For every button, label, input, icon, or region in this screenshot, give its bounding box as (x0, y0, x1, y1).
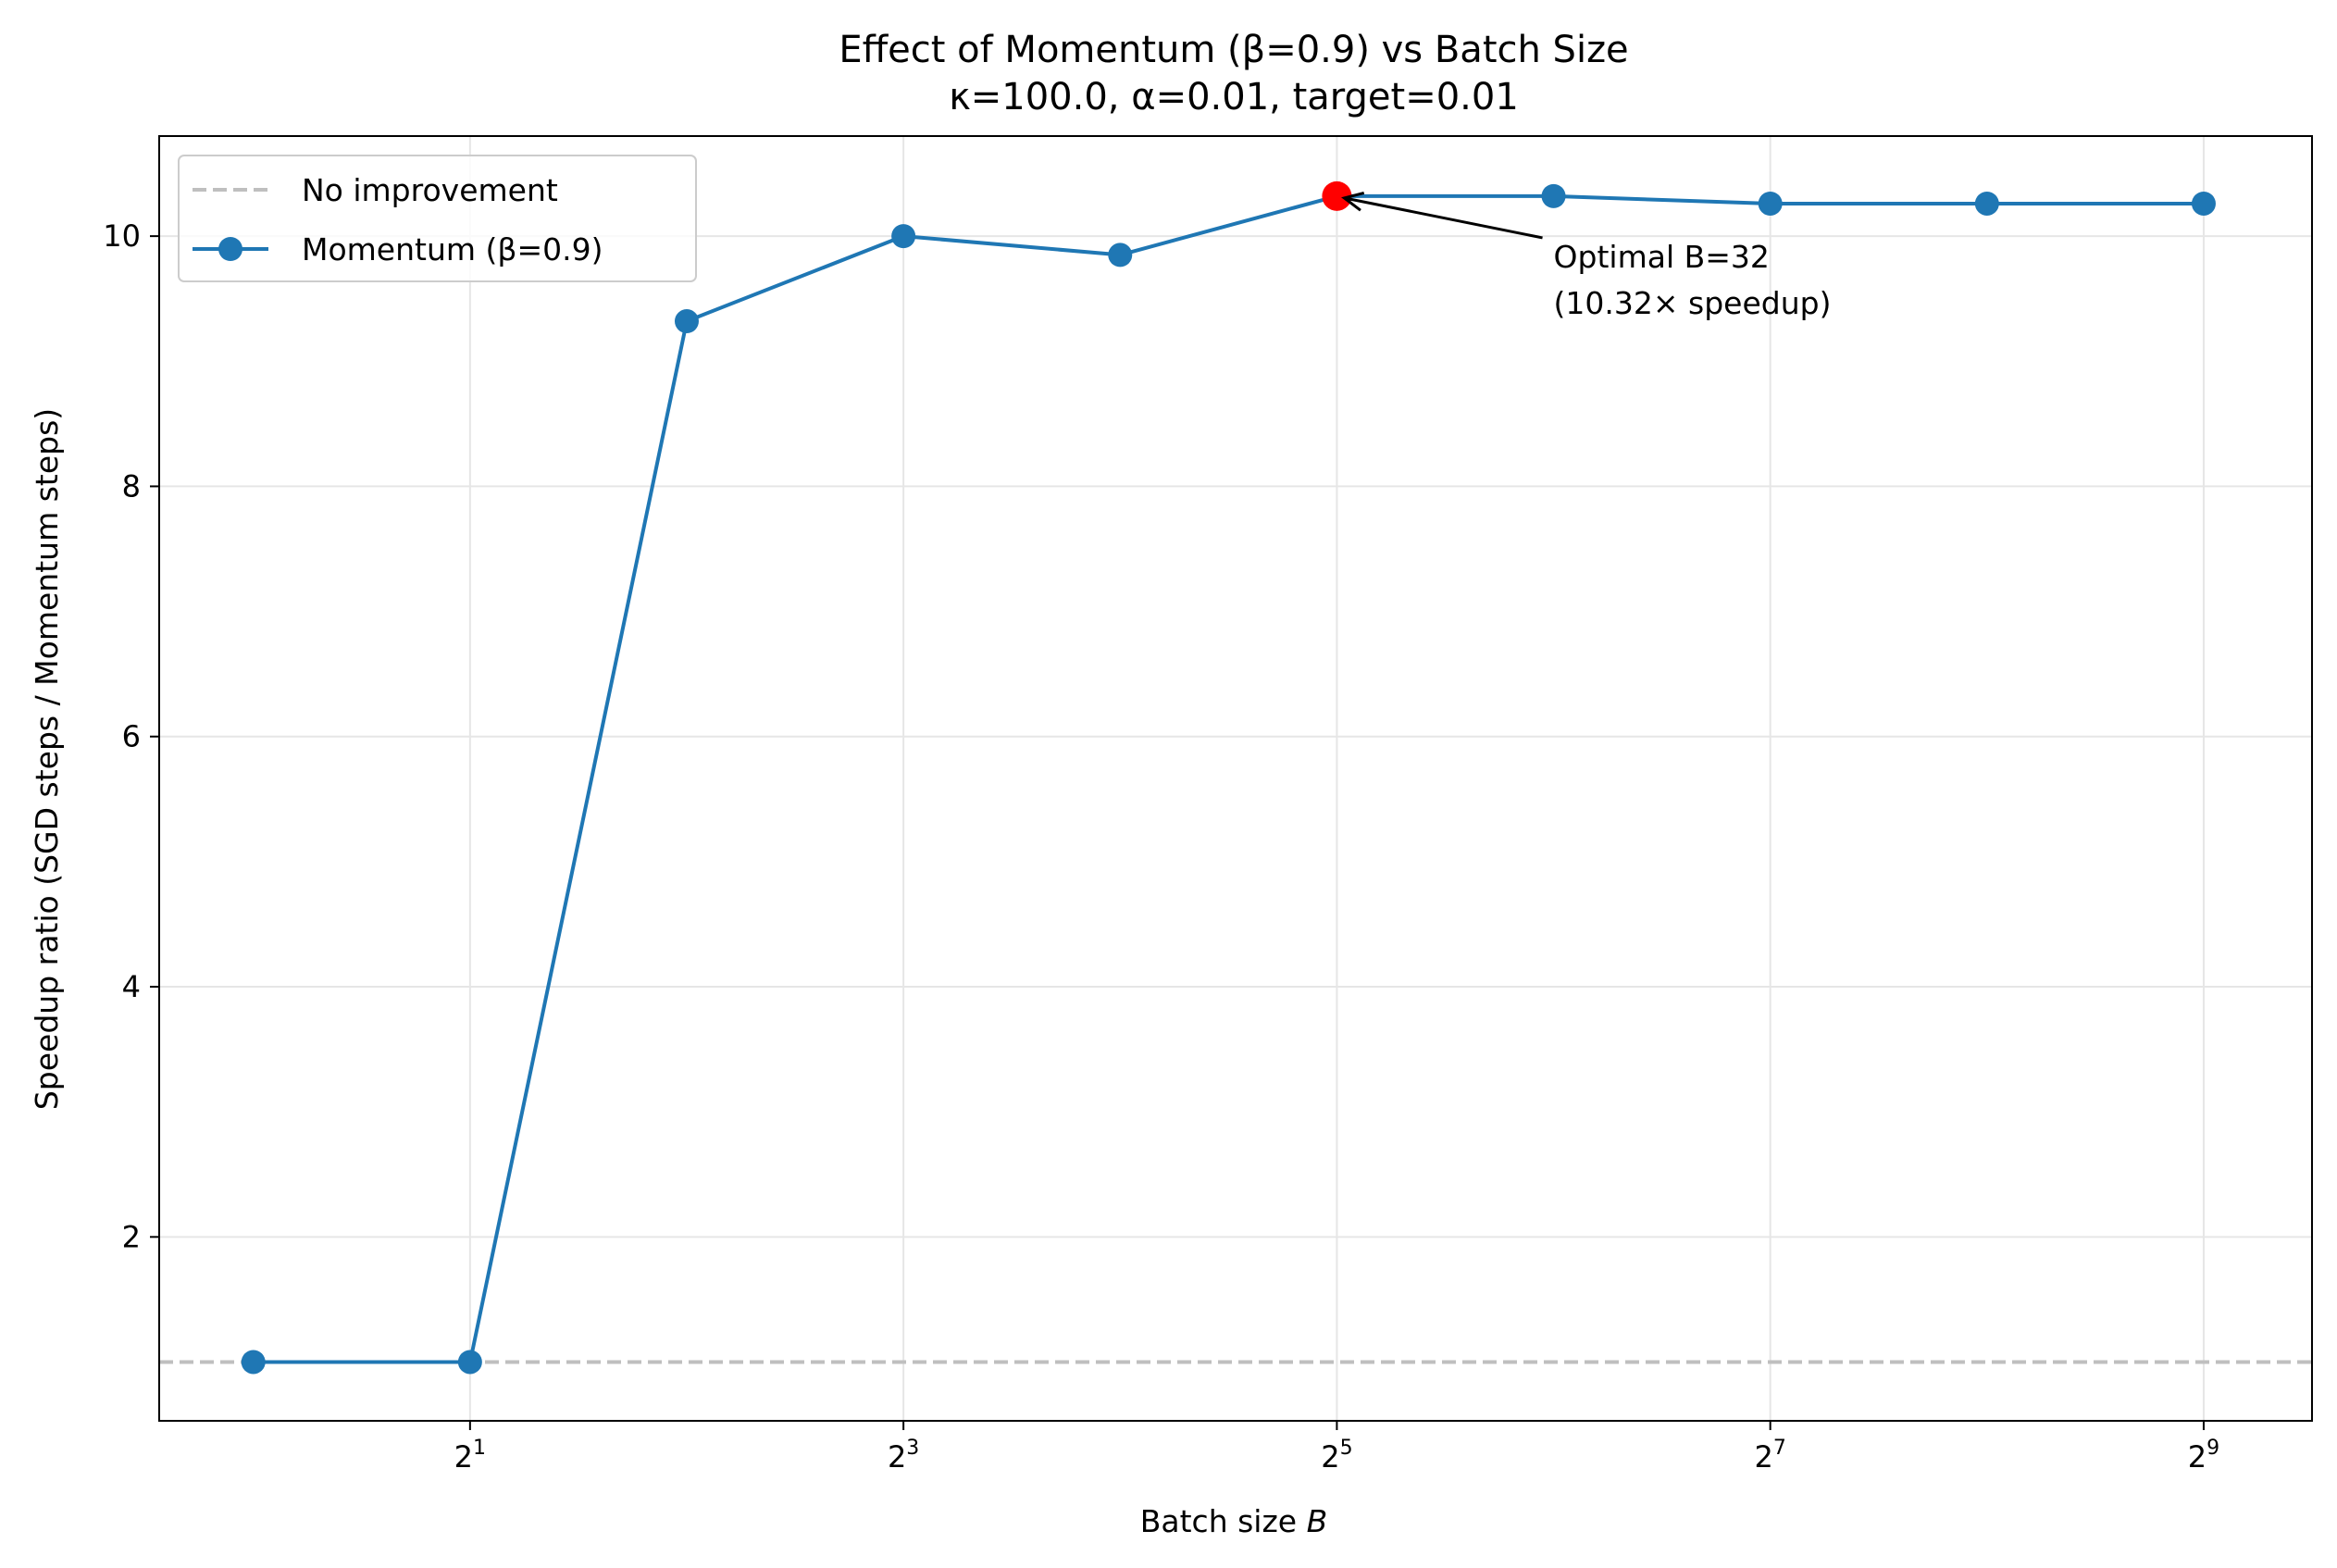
y-axis-label: Speedup ratio (SGD steps / Momentum step… (29, 408, 65, 1110)
y-tick-label: 4 (122, 969, 141, 1004)
x-tick-base: 2 (454, 1439, 473, 1475)
data-point (1108, 243, 1133, 268)
x-tick-base: 2 (888, 1439, 906, 1475)
legend-marker-momentum (218, 237, 242, 261)
annotation-text-line: Optimal B=32 (1554, 239, 1770, 275)
data-point (2191, 191, 2216, 216)
data-point (891, 224, 916, 249)
data-point (674, 309, 699, 334)
y-tick-label: 8 (122, 468, 141, 504)
x-tick-label: 25 (1321, 1437, 1352, 1475)
plot-frame (158, 135, 2313, 1422)
data-point (457, 1350, 482, 1375)
legend-label-momentum: Momentum (β=0.9) (302, 231, 603, 268)
data-point (241, 1350, 266, 1375)
x-axis-label-text: Batch size (1140, 1503, 1297, 1539)
x-tick-exponent: 7 (1773, 1437, 1786, 1460)
y-tick-label: 6 (122, 719, 141, 754)
x-tick-base: 2 (2188, 1439, 2206, 1475)
x-tick-base: 2 (1321, 1439, 1339, 1475)
chart-title: Effect of Momentum (β=0.9) vs Batch Size (839, 29, 1628, 71)
optimal-point (1322, 180, 1352, 211)
x-tick-exponent: 9 (2206, 1437, 2219, 1460)
y-tick-label: 2 (122, 1219, 141, 1254)
y-tick-label: 10 (103, 218, 141, 254)
series-line-momentum (253, 193, 2204, 1364)
x-tick-base: 2 (1755, 1439, 1773, 1475)
x-tick-label: 29 (2188, 1437, 2219, 1475)
x-tick-exponent: 1 (473, 1437, 486, 1460)
x-tick-label: 27 (1755, 1437, 1786, 1475)
x-tick-label: 21 (454, 1437, 486, 1475)
x-axis-label-variable: B (1307, 1503, 1328, 1539)
data-point (1758, 191, 1783, 216)
x-tick-exponent: 5 (1340, 1437, 1353, 1460)
annotation-text-line: (10.32× speedup) (1554, 285, 1832, 321)
legend: No improvement Momentum (β=0.9) (178, 155, 697, 282)
series-group (241, 180, 2216, 1375)
legend-box (178, 155, 697, 282)
x-tick-exponent: 3 (906, 1437, 919, 1460)
x-axis-label: Batch size B (1140, 1503, 1327, 1539)
chart-subtitle: κ=100.0, α=0.01, target=0.01 (949, 76, 1519, 118)
annotation-arrow-line (1344, 196, 1543, 240)
legend-label-no-improvement: No improvement (302, 172, 558, 208)
x-tick-label: 23 (888, 1437, 919, 1475)
annotation-arrow-head (1341, 191, 1365, 212)
data-point (1541, 183, 1566, 208)
annotation-group: Optimal B=32 (10.32× speedup) (1341, 191, 1832, 321)
grid (159, 136, 2312, 1421)
data-point (1974, 191, 1999, 216)
